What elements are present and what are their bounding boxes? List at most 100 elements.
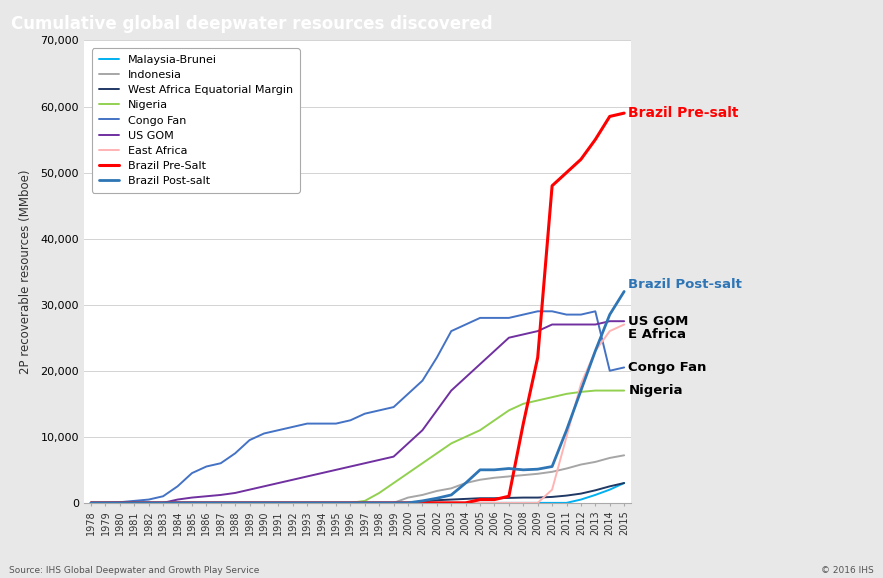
Brazil Post-salt	[403, 499, 413, 506]
Nigeria	[100, 499, 110, 506]
Brazil Pre-Salt	[273, 499, 283, 506]
Brazil Post-salt	[230, 499, 240, 506]
Congo Fan	[245, 436, 255, 443]
West Africa Equatorial Margin	[288, 499, 298, 506]
Malaysia-Brunei	[532, 499, 543, 506]
East Africa	[547, 486, 557, 493]
Congo Fan	[460, 321, 471, 328]
East Africa	[302, 499, 313, 506]
Malaysia-Brunei	[288, 499, 298, 506]
Indonesia	[259, 499, 269, 506]
Brazil Pre-Salt	[230, 499, 240, 506]
Malaysia-Brunei	[446, 499, 457, 506]
East Africa	[359, 499, 370, 506]
US GOM	[186, 494, 197, 501]
US GOM	[590, 321, 600, 328]
Line: Nigeria: Nigeria	[91, 391, 624, 503]
East Africa	[201, 499, 212, 506]
US GOM	[245, 486, 255, 493]
Line: Indonesia: Indonesia	[91, 455, 624, 503]
West Africa Equatorial Margin	[446, 496, 457, 503]
East Africa	[215, 499, 226, 506]
Congo Fan	[129, 498, 140, 505]
East Africa	[446, 499, 457, 506]
Brazil Pre-Salt	[489, 496, 500, 503]
Malaysia-Brunei	[389, 499, 399, 506]
Nigeria	[273, 499, 283, 506]
Line: West Africa Equatorial Margin: West Africa Equatorial Margin	[91, 483, 624, 503]
Congo Fan	[302, 420, 313, 427]
East Africa	[158, 499, 169, 506]
Text: Brazil Pre-salt: Brazil Pre-salt	[629, 106, 739, 120]
Brazil Pre-Salt	[331, 499, 342, 506]
Congo Fan	[143, 496, 154, 503]
Indonesia	[345, 499, 356, 506]
US GOM	[359, 460, 370, 466]
Congo Fan	[503, 314, 514, 321]
Nigeria	[215, 499, 226, 506]
West Africa Equatorial Margin	[403, 499, 413, 506]
US GOM	[503, 334, 514, 341]
US GOM	[288, 476, 298, 483]
Indonesia	[503, 473, 514, 480]
Brazil Post-salt	[172, 499, 183, 506]
Brazil Post-salt	[605, 311, 615, 318]
West Africa Equatorial Margin	[316, 499, 327, 506]
Malaysia-Brunei	[403, 499, 413, 506]
Brazil Pre-Salt	[619, 110, 630, 117]
US GOM	[215, 491, 226, 498]
Malaysia-Brunei	[86, 499, 96, 506]
US GOM	[403, 440, 413, 447]
Brazil Pre-Salt	[158, 499, 169, 506]
Nigeria	[417, 460, 427, 466]
Indonesia	[288, 499, 298, 506]
Brazil Post-salt	[389, 499, 399, 506]
Congo Fan	[158, 493, 169, 500]
East Africa	[590, 347, 600, 354]
Brazil Pre-Salt	[503, 493, 514, 500]
East Africa	[403, 499, 413, 506]
Brazil Pre-Salt	[389, 499, 399, 506]
Text: Cumulative global deepwater resources discovered: Cumulative global deepwater resources di…	[11, 15, 492, 33]
Brazil Post-salt	[129, 499, 140, 506]
Malaysia-Brunei	[201, 499, 212, 506]
Indonesia	[374, 499, 384, 506]
West Africa Equatorial Margin	[302, 499, 313, 506]
US GOM	[547, 321, 557, 328]
Congo Fan	[86, 499, 96, 506]
Congo Fan	[619, 364, 630, 371]
Nigeria	[532, 397, 543, 404]
West Africa Equatorial Margin	[129, 499, 140, 506]
Nigeria	[389, 480, 399, 487]
West Africa Equatorial Margin	[503, 494, 514, 501]
Brazil Post-salt	[547, 463, 557, 470]
Brazil Pre-Salt	[518, 420, 529, 427]
East Africa	[172, 499, 183, 506]
West Africa Equatorial Margin	[115, 499, 125, 506]
Congo Fan	[590, 308, 600, 315]
Nigeria	[86, 499, 96, 506]
Malaysia-Brunei	[316, 499, 327, 506]
Indonesia	[590, 458, 600, 465]
Nigeria	[503, 407, 514, 414]
Congo Fan	[547, 308, 557, 315]
Indonesia	[532, 470, 543, 477]
Brazil Pre-Salt	[172, 499, 183, 506]
Indonesia	[417, 491, 427, 498]
Indonesia	[273, 499, 283, 506]
US GOM	[316, 470, 327, 477]
East Africa	[100, 499, 110, 506]
Nigeria	[562, 390, 572, 397]
Nigeria	[460, 434, 471, 440]
US GOM	[345, 463, 356, 470]
Brazil Pre-Salt	[100, 499, 110, 506]
East Africa	[489, 499, 500, 506]
West Africa Equatorial Margin	[215, 499, 226, 506]
Malaysia-Brunei	[374, 499, 384, 506]
Congo Fan	[115, 499, 125, 506]
Malaysia-Brunei	[302, 499, 313, 506]
East Africa	[288, 499, 298, 506]
East Africa	[562, 434, 572, 440]
Brazil Post-salt	[158, 499, 169, 506]
Nigeria	[359, 498, 370, 505]
